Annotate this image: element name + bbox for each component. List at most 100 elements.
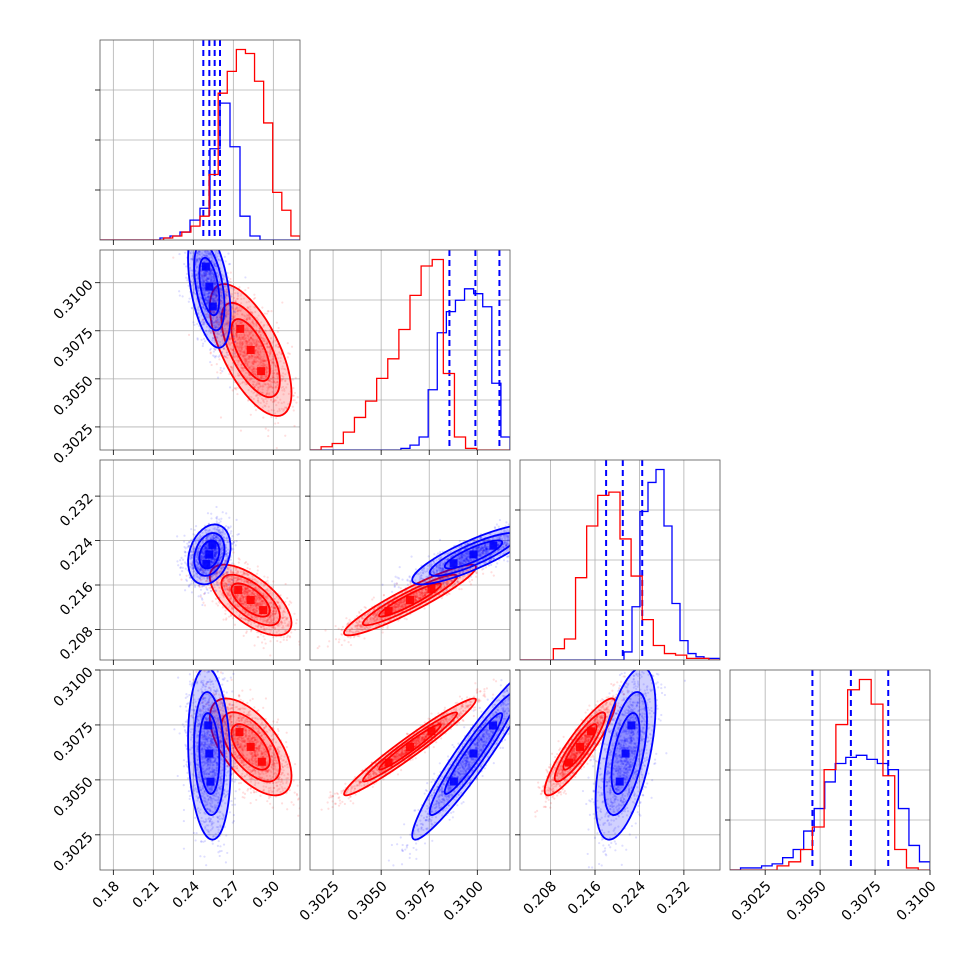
scatter-point [267, 405, 270, 408]
scatter-point [229, 532, 232, 535]
scatter-point [284, 379, 287, 382]
scatter-point [213, 287, 217, 291]
scatter-point [256, 355, 260, 358]
scatter-point [262, 385, 265, 388]
scatter-point [245, 630, 248, 633]
scatter-point [246, 566, 249, 570]
scatter-point [269, 383, 272, 386]
scatter-point [242, 335, 245, 339]
scatter-point [257, 386, 260, 390]
scatter-point [195, 257, 198, 260]
scatter-point [256, 365, 259, 368]
scatter-point [267, 409, 270, 412]
scatter-point [255, 344, 258, 347]
scatter-point [225, 348, 228, 351]
scatter-point [242, 297, 246, 300]
scatter-point [268, 385, 271, 389]
scatter-point [188, 266, 192, 270]
scatter-point [241, 366, 244, 369]
scatter-point [243, 359, 246, 362]
scatter-point [227, 321, 230, 324]
scatter-point [236, 294, 240, 298]
scatter-point [249, 357, 252, 360]
scatter-point [218, 318, 221, 322]
scatter-point [208, 291, 211, 294]
scatter-point [194, 259, 198, 262]
scatter-point [209, 331, 213, 334]
scatter-point [225, 321, 228, 324]
scatter-point [234, 340, 237, 343]
scatter-point [233, 327, 236, 330]
scatter-point [265, 371, 268, 374]
scatter-point [202, 283, 206, 286]
scatter-point [293, 612, 296, 615]
scatter-point [270, 381, 273, 384]
scatter-point [215, 294, 218, 297]
scatter-point [268, 351, 271, 354]
scatter-point [242, 351, 246, 354]
scatter-point [253, 296, 257, 300]
scatter-point [192, 321, 195, 324]
scatter-point [243, 352, 246, 355]
scatter-point [259, 333, 262, 337]
scatter-point [213, 245, 215, 247]
scatter-point [210, 271, 213, 274]
scatter-point [187, 333, 191, 337]
scatter-point [255, 393, 259, 396]
scatter-point [273, 371, 276, 375]
scatter-point [215, 288, 219, 291]
scatter-point [244, 342, 247, 345]
scatter-point [245, 340, 249, 343]
scatter-point [225, 313, 228, 317]
scatter-point [241, 342, 244, 345]
scatter-point [211, 600, 214, 603]
scatter-point [248, 330, 251, 333]
scatter-point [233, 340, 236, 343]
scatter-point [206, 313, 210, 316]
scatter-point [268, 349, 272, 352]
scatter-point [225, 322, 228, 326]
scatter-point [232, 349, 235, 353]
scatter-point [266, 346, 269, 349]
scatter-point [260, 376, 263, 379]
scatter-point [261, 406, 264, 409]
scatter-point [236, 356, 239, 359]
scatter-point [247, 316, 250, 319]
scatter-point [271, 386, 274, 389]
scatter-point [229, 277, 232, 281]
scatter-point [201, 244, 203, 246]
scatter-point [244, 289, 247, 292]
scatter-point [207, 277, 210, 280]
scatter-point [271, 375, 274, 378]
scatter-point [224, 323, 228, 326]
scatter-point [227, 573, 230, 576]
scatter-point [239, 309, 242, 312]
scatter-point [238, 382, 242, 385]
scatter-point [259, 375, 263, 378]
scatter-point [245, 301, 248, 304]
scatter-point [224, 308, 228, 311]
scatter-point [205, 272, 208, 275]
scatter-point [260, 321, 263, 324]
scatter-point [207, 270, 210, 273]
scatter-point [254, 409, 258, 412]
scatter-point [240, 346, 243, 349]
scatter-point [208, 246, 210, 248]
scatter-point [263, 404, 266, 407]
scatter-point [276, 639, 279, 643]
scatter-point [236, 324, 240, 327]
scatter-point [215, 286, 218, 290]
scatter-point [267, 386, 271, 389]
scatter-point [223, 330, 227, 333]
scatter-point [274, 381, 277, 385]
scatter-point [195, 252, 199, 255]
scatter-point [285, 386, 288, 389]
scatter-point [244, 361, 247, 364]
scatter-point [209, 269, 213, 272]
scatter-point [262, 359, 265, 363]
scatter-point [206, 299, 209, 302]
scatter-point [255, 382, 259, 385]
scatter-point [284, 380, 287, 383]
scatter-point [232, 315, 235, 319]
scatter-point [274, 368, 277, 372]
